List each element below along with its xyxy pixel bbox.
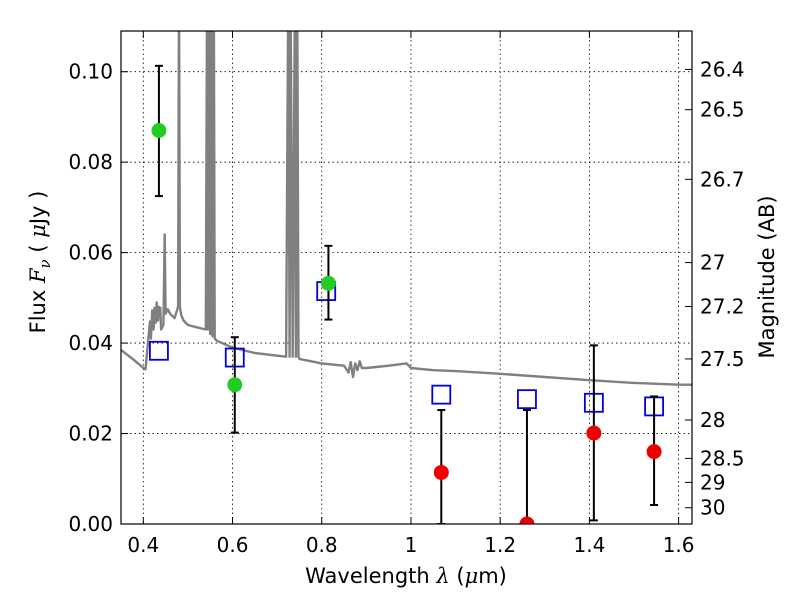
mag-tick-label: 28.5	[700, 446, 745, 470]
y-axis-title-nu: ν	[36, 259, 54, 268]
model-square	[149, 340, 169, 361]
y-tick-label: 0.10	[68, 60, 113, 84]
x-axis-title: Wavelength λ (μm)	[305, 564, 507, 588]
mag-tick-label: 29	[700, 470, 725, 494]
mag-tick-label: 26.5	[700, 98, 745, 122]
x-tick-label: 1.6	[663, 533, 695, 557]
upper-limit-point	[519, 516, 535, 524]
x-tick-label: 0.8	[306, 533, 338, 557]
y-axis-title-f: F	[26, 267, 50, 284]
mag-tick-label: 28	[700, 408, 725, 432]
x-tick-label: 0.4	[127, 533, 159, 557]
detection-point	[227, 377, 243, 393]
x-tick-label: 1	[405, 533, 418, 557]
spectrum-line	[121, 31, 692, 386]
y-tick-label: 0.04	[68, 331, 113, 355]
detection-point	[320, 275, 336, 291]
x-axis-title-unit: m)	[478, 564, 507, 588]
y-tick-label: 0.06	[68, 241, 113, 265]
x-axis-title-lambda: λ	[435, 564, 449, 588]
mag-tick-label: 30	[700, 496, 725, 520]
mag-tick-label: 27.2	[700, 294, 745, 318]
mag-tick-label: 27	[700, 251, 725, 275]
plot-background	[121, 31, 692, 524]
x-axis-title-text: Wavelength	[305, 564, 436, 588]
x-axis-title-mu: μ	[465, 564, 479, 588]
y-tick-label: 0.08	[68, 150, 113, 174]
plot-frame	[120, 30, 693, 525]
x-tick-label: 1.2	[484, 533, 516, 557]
y-axis-title: Flux Fν ( μJy )	[26, 191, 54, 334]
mag-tick-label: 26.7	[700, 167, 745, 191]
y-tick-label: 0.00	[68, 512, 113, 536]
detection-point	[151, 123, 167, 139]
y-axis-title-open: (	[26, 238, 50, 260]
x-axis-title-open: (	[450, 564, 465, 588]
mag-tick-label: 26.4	[700, 57, 745, 81]
model-square	[517, 389, 537, 410]
y-axis-title-unit: Jy )	[26, 191, 50, 227]
axes: 0.4 0.6 0.8 1 1.2 1.4 1.6 0.00 0.02 0.04 0.06 0.08 0…	[68, 31, 745, 557]
y-axis-title-mu: μ	[26, 224, 50, 238]
upper-limit-point	[586, 425, 602, 441]
x-tick-label: 1.4	[573, 533, 605, 557]
model-square	[431, 384, 452, 405]
mag-tick-label: 27.5	[700, 347, 745, 371]
x-tick-label: 0.6	[217, 533, 249, 557]
y-axis-title-text: Flux	[26, 283, 50, 333]
y-tick-label: 0.02	[68, 422, 113, 446]
upper-limit-point	[646, 444, 662, 460]
upper-limit-point	[433, 464, 449, 480]
data-layer	[121, 31, 692, 524]
right-axis-title: Magnitude (AB)	[755, 195, 779, 358]
